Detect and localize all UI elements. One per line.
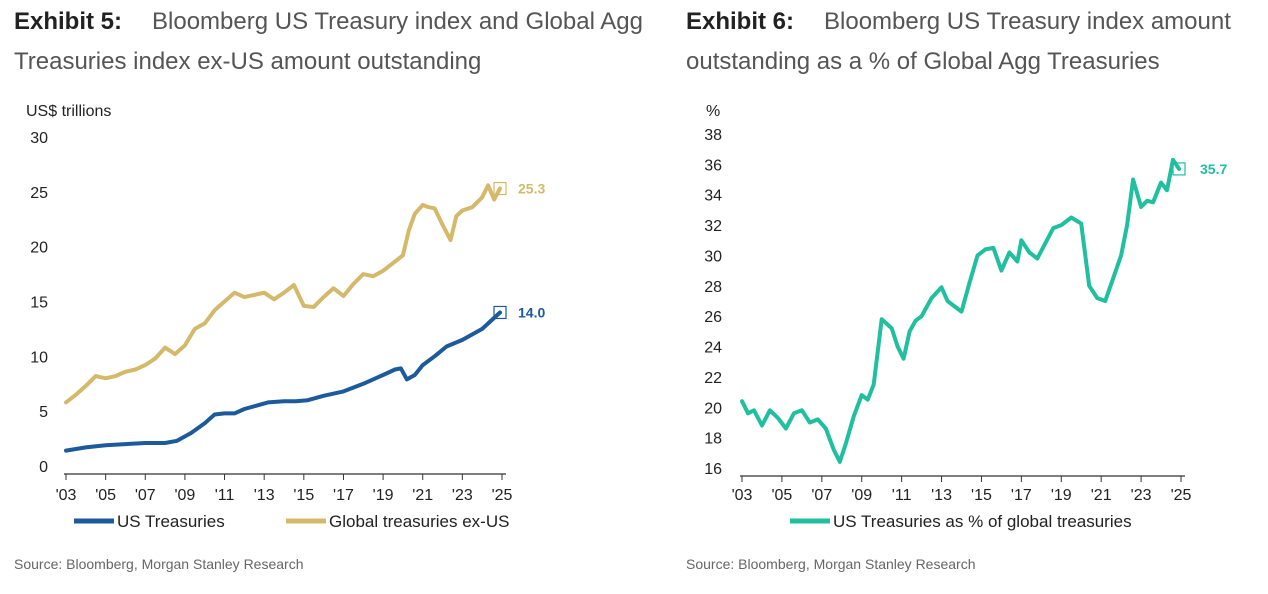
exhibit-6-y-tick-label: 24	[704, 340, 722, 357]
exhibit-5-x-tick-label: '21	[412, 487, 433, 504]
exhibit-6-label: Exhibit 6:	[686, 8, 795, 35]
exhibit-6-y-tick-label: 38	[704, 127, 722, 144]
exhibit-6-y-tick-label: 28	[704, 279, 722, 296]
exhibit-6-x-tick-label: '25	[1171, 487, 1192, 504]
exhibit-5-y-tick-label: 30	[30, 130, 48, 147]
exhibit-5-y-tick-label: 0	[39, 459, 48, 476]
exhibit-6-panel: Exhibit 6: Bloomberg US Treasury index am…	[686, 0, 1266, 594]
exhibit-5-label: Exhibit 5:	[14, 8, 123, 35]
exhibit-5-y-tick-label: 20	[30, 240, 48, 257]
exhibit-5-title-block: Exhibit 5: Bloomberg US Treasury index an…	[14, 2, 654, 82]
exhibit-6-series-line	[740, 157, 1181, 464]
exhibit-5-panel: Exhibit 5: Bloomberg US Treasury index an…	[14, 0, 654, 594]
exhibit-5-x-tick-label: '19	[373, 487, 394, 504]
exhibit-6-x-tick-label: '09	[851, 487, 872, 504]
exhibit-6-x-tick-label: '21	[1091, 487, 1112, 504]
exhibit-5-chart: US$ trillions 0 5 10 15 20 25 30 '03 '05 '07 '09 '11…	[26, 103, 545, 531]
exhibit-6-y-tick-label: 18	[704, 431, 722, 448]
exhibit-5-x-tick-label: '05	[95, 487, 116, 504]
exhibit-6-source: Source: Bloomberg, Morgan Stanley Resear…	[686, 556, 976, 572]
exhibit-6-y-tick-label: 20	[704, 400, 722, 417]
exhibit-6-x-tick-label: '07	[811, 487, 832, 504]
exhibit-5-end-marker	[493, 181, 507, 196]
exhibit-5-title: Bloomberg US Treasury index and Global A…	[14, 8, 643, 75]
exhibit-6-x-tick-label: '19	[1051, 487, 1072, 504]
exhibit-6-y-tick-label: 16	[704, 461, 722, 478]
exhibit-5-end-value-label: 14.0	[518, 304, 545, 320]
exhibit-5-y-tick-label: 5	[39, 404, 48, 421]
exhibit-5-x-tick-label: '07	[135, 487, 156, 504]
exhibit-6-y-unit-label: %	[706, 103, 720, 120]
exhibit-5-series-line	[64, 310, 502, 453]
exhibit-6-y-tick-label: 32	[704, 218, 722, 235]
exhibit-5-x-tick-label: '23	[452, 487, 473, 504]
exhibit-5-legend-label: US Treasuries	[117, 512, 225, 531]
exhibit-6-end-marker	[1172, 162, 1186, 176]
exhibit-6-legend-label: US Treasuries as % of global treasuries	[833, 512, 1132, 531]
exhibit-5-end-value-label: 25.3	[518, 181, 545, 197]
exhibit-5-y-tick-label: 15	[30, 295, 48, 312]
exhibit-6-x-tick-label: '15	[971, 487, 992, 504]
exhibit-6-x-tick-label: '05	[771, 487, 792, 504]
exhibit-5-x-tick-label: '25	[492, 487, 513, 504]
exhibit-5-x-tick-label: '13	[254, 487, 275, 504]
exhibit-6-y-tick-label: 36	[704, 157, 722, 174]
exhibit-6-x-tick-label: '17	[1011, 487, 1032, 504]
exhibit-5-x-tick-label: '03	[56, 487, 77, 504]
exhibit-6-x-tick-label: '13	[931, 487, 952, 504]
exhibit-6-y-tick-label: 30	[704, 248, 722, 265]
exhibit-6-y-tick-label: 22	[704, 370, 722, 387]
exhibit-6-y-tick-label: 26	[704, 309, 722, 326]
exhibit-5-series-line	[64, 183, 502, 405]
exhibit-5-x-tick-label: '11	[215, 487, 235, 504]
exhibit-5-legend-label: Global treasuries ex-US	[329, 512, 509, 531]
exhibit-6-title-block: Exhibit 6: Bloomberg US Treasury index am…	[686, 2, 1266, 82]
exhibit-5-y-tick-label: 25	[30, 185, 48, 202]
exhibit-6-end-value-label: 35.7	[1200, 161, 1227, 177]
exhibit-5-y-tick-label: 10	[30, 349, 48, 366]
exhibit-6-title: Bloomberg US Treasury index amount outst…	[686, 8, 1231, 75]
exhibit-5-x-tick-label: '17	[333, 487, 354, 504]
exhibit-5-source: Source: Bloomberg, Morgan Stanley Resear…	[14, 556, 304, 572]
exhibit-6-y-tick-label: 34	[704, 188, 722, 205]
exhibit-6-x-tick-label: '23	[1131, 487, 1152, 504]
exhibit-5-end-marker	[493, 305, 507, 320]
exhibit-5-x-tick-label: '15	[293, 487, 314, 504]
exhibit-6-x-tick-label: '11	[892, 487, 912, 504]
exhibit-5-x-tick-label: '09	[174, 487, 195, 504]
exhibit-6-chart: % 16 18 20 22 24 26 28 30 32 34 36 38 '03 '05 '07 '09 '11…	[704, 103, 1227, 531]
exhibit-6-x-tick-label: '03	[732, 487, 753, 504]
exhibit-5-y-unit-label: US$ trillions	[26, 103, 111, 120]
